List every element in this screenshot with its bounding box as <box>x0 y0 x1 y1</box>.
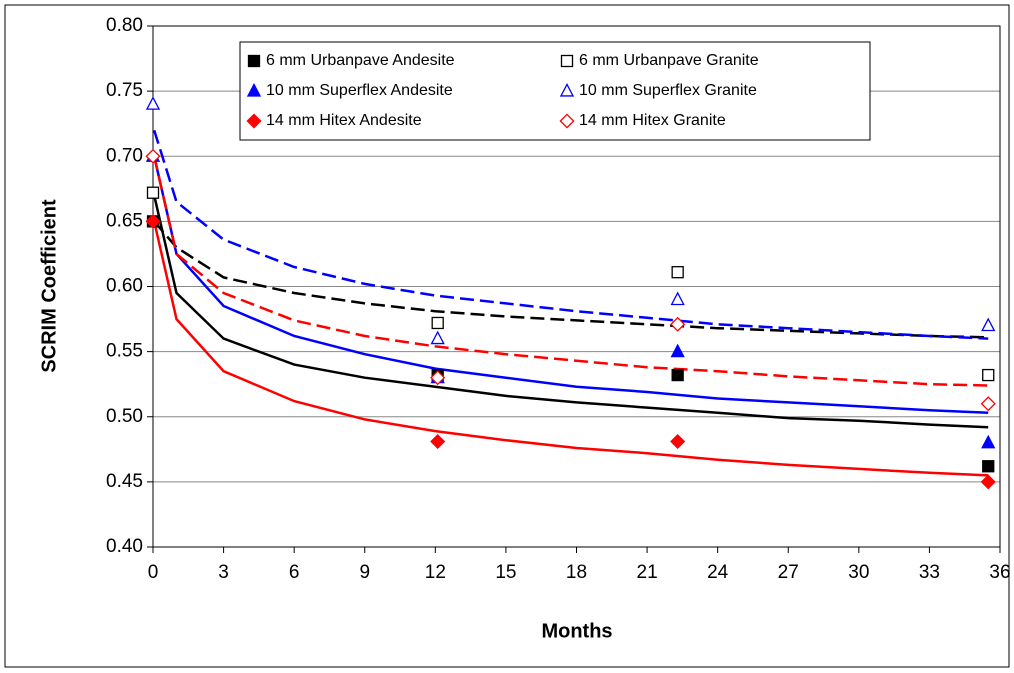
legend-marker <box>246 113 262 129</box>
x-tick-label: 6 <box>289 562 300 583</box>
y-tick-label: 0.55 <box>106 341 143 362</box>
y-tick-label: 0.70 <box>106 145 143 166</box>
x-tick-label: 24 <box>707 562 729 583</box>
trendline <box>152 156 989 415</box>
x-tick-label: 27 <box>778 562 799 583</box>
legend-marker <box>560 54 574 68</box>
x-tick-label: 21 <box>637 562 658 583</box>
data-point <box>670 291 685 306</box>
plot-border <box>152 25 1001 548</box>
x-tick-label: 0 <box>148 562 159 583</box>
data-point <box>981 317 996 332</box>
x-axis-label: Months <box>541 620 612 642</box>
x-tick-label: 36 <box>989 562 1010 583</box>
y-tick-label: 0.80 <box>106 15 143 36</box>
legend-marker <box>559 82 575 97</box>
data-point <box>670 433 686 450</box>
data-point <box>145 213 161 229</box>
x-tick-label: 15 <box>495 562 516 583</box>
y-axis-label: SCRIM Coefficient <box>38 199 60 373</box>
legend-marker <box>559 113 575 129</box>
x-tick-label: 18 <box>566 562 587 583</box>
data-point <box>980 474 996 490</box>
x-tick-label: 33 <box>919 562 940 583</box>
data-point <box>430 330 445 345</box>
data-point <box>982 460 995 473</box>
data-point <box>671 266 684 279</box>
data-point <box>671 368 684 382</box>
trendline <box>152 156 989 387</box>
trendline <box>153 220 989 339</box>
y-tick-label: 0.45 <box>106 471 143 492</box>
data-point <box>430 433 446 450</box>
legend-label: 10 mm Superflex Andesite <box>266 82 453 99</box>
trendline <box>153 129 989 340</box>
legend-box <box>239 41 871 141</box>
y-tick-label: 0.50 <box>106 406 143 427</box>
legend-label: 14 mm Hitex Andesite <box>266 112 422 129</box>
x-tick-label: 30 <box>848 562 869 583</box>
y-tick-label: 0.40 <box>106 536 143 557</box>
legend-label: 6 mm Urbanpave Granite <box>579 52 759 69</box>
data-point <box>981 434 996 449</box>
legend-label: 10 mm Superflex Granite <box>579 82 757 99</box>
data-point <box>145 96 161 110</box>
legend-label: 14 mm Hitex Granite <box>579 112 726 129</box>
y-tick-label: 0.65 <box>106 210 143 231</box>
x-tick-label: 9 <box>359 562 370 583</box>
data-point <box>982 368 995 382</box>
data-point <box>670 343 685 358</box>
legend-label: 6 mm Urbanpave Andesite <box>266 52 455 69</box>
y-tick-label: 0.75 <box>106 80 143 101</box>
trendline <box>152 195 989 429</box>
data-point <box>670 316 686 332</box>
legend-marker <box>246 82 262 97</box>
x-tick-label: 3 <box>218 562 229 583</box>
legend-marker <box>247 54 261 68</box>
data-point <box>980 396 996 412</box>
data-point <box>430 370 446 386</box>
y-tick-label: 0.60 <box>106 276 143 297</box>
data-point <box>145 148 161 164</box>
data-point <box>146 186 160 199</box>
x-tick-label: 12 <box>425 562 446 583</box>
data-point <box>431 316 444 330</box>
trendline <box>152 221 989 477</box>
